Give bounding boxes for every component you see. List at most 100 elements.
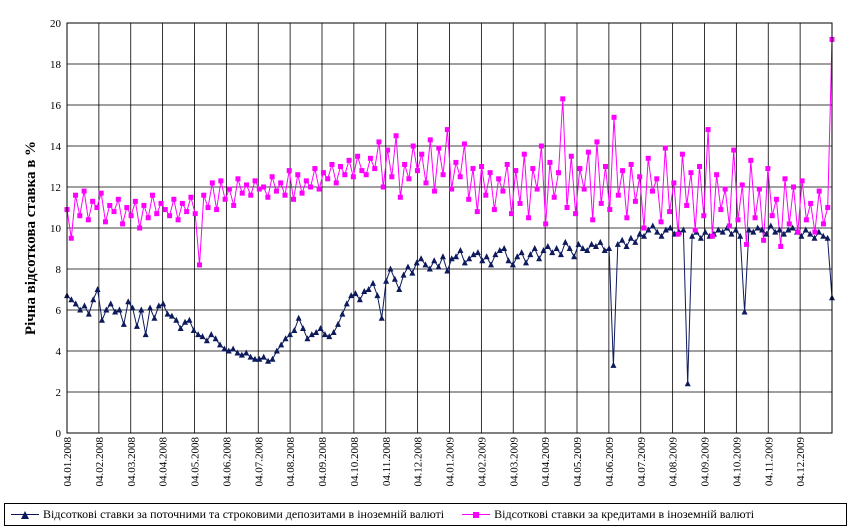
credit-rate-point	[269, 174, 275, 180]
deposit-rate-point	[378, 314, 385, 321]
x-tick-label: 04.11.2009	[763, 437, 775, 487]
credit-rate-point	[722, 186, 728, 192]
x-tick-label: 04.06.2008	[221, 437, 233, 487]
credit-rate-point	[457, 174, 463, 180]
y-tick-label: 2	[56, 387, 62, 399]
deposit-rate-point	[243, 349, 250, 356]
deposit-rate-point	[147, 304, 154, 311]
y-axis-ticks: 0 2 4 6 8 10 12 14 16 18 20	[50, 18, 62, 440]
deposit-rate-point	[632, 238, 639, 245]
deposit-rate-point	[335, 320, 342, 327]
credit-rate-point	[167, 213, 173, 219]
credit-rate-point	[577, 166, 583, 172]
deposit-rate-point	[776, 226, 783, 233]
credit-rate-point	[393, 133, 399, 139]
credit-rate-point	[427, 137, 433, 143]
credit-rate-point	[688, 170, 694, 176]
credit-rate-point	[363, 172, 369, 178]
deposit-rate-point	[404, 263, 411, 270]
deposit-rate-point	[509, 261, 516, 268]
deposit-rate-point	[238, 351, 245, 358]
triangle-marker-icon	[21, 510, 29, 519]
deposit-rate-point	[273, 347, 280, 354]
deposit-rate-point	[505, 257, 512, 264]
deposit-rate-point	[702, 228, 709, 235]
deposit-rate-point	[234, 349, 241, 356]
deposit-rate-point	[575, 240, 582, 247]
deposit-rate-point	[365, 286, 372, 292]
credit-rate-point	[675, 231, 681, 237]
y-tick-label: 20	[50, 18, 62, 30]
deposit-rate-point	[90, 296, 97, 303]
deposit-rate-point	[619, 236, 626, 243]
credit-rate-point	[564, 205, 570, 210]
credit-rate-point	[573, 211, 579, 217]
deposit-rate-point	[719, 228, 726, 235]
credit-rate-point	[671, 180, 677, 186]
y-tick-label: 16	[50, 100, 62, 112]
credit-rate-point	[397, 194, 403, 200]
deposit-rate-point	[750, 228, 757, 235]
credit-rate-point	[115, 196, 121, 202]
deposit-rate-point	[597, 238, 604, 245]
deposit-rate-point	[269, 355, 276, 362]
deposit-rate-point	[413, 259, 420, 266]
credit-rate-point	[479, 164, 485, 169]
legend: Відсоткові ставки за поточними та строко…	[4, 503, 847, 526]
deposit-rate-point	[772, 228, 779, 235]
deposit-rate-point	[601, 247, 608, 254]
credit-rate-point	[410, 143, 416, 149]
credit-rate-point	[218, 178, 224, 184]
deposit-rate-point	[645, 226, 652, 233]
deposit-rate-point	[566, 245, 573, 251]
credit-rate-point	[350, 174, 356, 180]
credit-rate-point	[491, 207, 497, 213]
deposit-rate-point	[300, 324, 307, 331]
credit-rate-point	[453, 159, 459, 165]
credit-rate-point	[538, 143, 544, 149]
deposit-rate-point	[217, 341, 223, 348]
deposit-rate-point	[641, 232, 648, 239]
x-tick-label: 04.04.2008	[158, 437, 170, 487]
credit-rate-point	[372, 166, 378, 172]
credit-rate-point	[504, 161, 510, 167]
deposit-rate-point	[107, 300, 114, 307]
deposit-rate-point	[588, 240, 595, 247]
deposit-rate-point	[579, 245, 586, 251]
deposit-rate-point	[470, 251, 477, 258]
deposit-rate-point	[448, 255, 455, 262]
deposit-rate-point	[339, 310, 346, 317]
credit-rate-point	[320, 170, 326, 176]
credit-rate-point	[308, 184, 314, 190]
credit-rate-point	[73, 192, 79, 198]
credit-rate-point	[333, 180, 339, 186]
credit-rate-point	[196, 262, 202, 268]
deposit-rate-point	[230, 345, 237, 352]
credit-rate-point	[154, 211, 160, 217]
credit-rate-point	[188, 194, 194, 200]
credit-rate-point	[436, 145, 442, 151]
credit-rate-point	[500, 188, 506, 194]
credit-rate-point	[149, 192, 155, 198]
deposit-rate-point	[387, 265, 394, 272]
credit-rate-point	[782, 176, 788, 182]
credit-rate-point	[684, 202, 690, 208]
credit-rate-point	[590, 217, 596, 223]
deposit-rate-point	[785, 226, 792, 233]
deposit-rate-point	[313, 329, 320, 336]
deposit-rate-point	[173, 316, 180, 323]
credit-rate-point	[551, 194, 557, 200]
deposit-rate-point	[501, 245, 508, 251]
credit-rate-point	[406, 176, 412, 182]
deposit-rate-point	[527, 251, 534, 258]
credit-rate-point	[81, 188, 87, 194]
credit-rate-point	[359, 168, 365, 174]
deposit-rate-point	[426, 265, 433, 272]
legend-item-credits: Відсоткові ставки за кредитами в іноземн…	[462, 507, 754, 522]
deposit-rate-point	[98, 316, 105, 323]
deposit-rate-point	[330, 329, 337, 336]
credit-rate-point	[128, 213, 134, 219]
credit-rate-point	[94, 205, 100, 210]
credit-rate-point	[282, 192, 288, 198]
deposit-rate-point	[737, 232, 744, 239]
